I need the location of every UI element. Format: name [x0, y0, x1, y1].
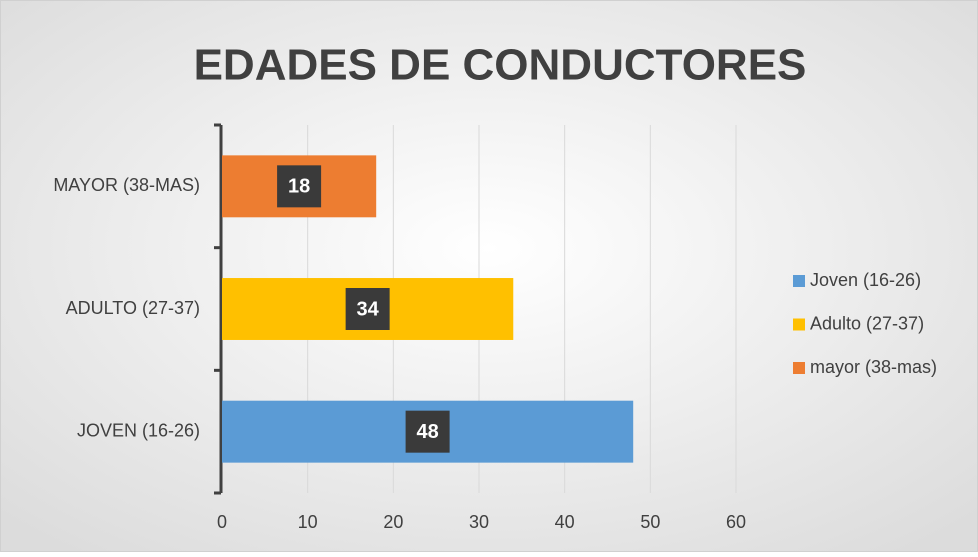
- data-label: 34: [357, 298, 380, 320]
- legend-label: mayor (38-mas): [810, 357, 937, 377]
- x-tick-label: 60: [726, 512, 746, 532]
- x-tick-label: 20: [383, 512, 403, 532]
- legend-swatch: [793, 362, 805, 374]
- data-label-box: [405, 410, 450, 453]
- data-label: 18: [288, 176, 310, 198]
- legend-label: Joven (16-26): [810, 270, 921, 290]
- data-label: 48: [416, 421, 438, 443]
- x-tick-label: 50: [640, 512, 660, 532]
- x-tick-label: 10: [298, 512, 318, 532]
- legend-swatch: [793, 275, 805, 287]
- y-tick-label: MAYOR (38-MAS): [53, 175, 200, 195]
- chart-title: EDADES DE CONDUCTORES: [194, 41, 807, 90]
- legend-label: Adulto (27-37): [810, 313, 924, 333]
- x-tick-label: 40: [555, 512, 575, 532]
- x-tick-label: 30: [469, 512, 489, 532]
- x-tick-label: 0: [217, 512, 227, 532]
- y-tick-label: JOVEN (16-26): [77, 420, 200, 440]
- legend-swatch: [793, 318, 805, 331]
- y-tick-label: ADULTO (27-37): [66, 298, 200, 318]
- data-label-box: [345, 288, 390, 330]
- data-label-box: [277, 165, 322, 208]
